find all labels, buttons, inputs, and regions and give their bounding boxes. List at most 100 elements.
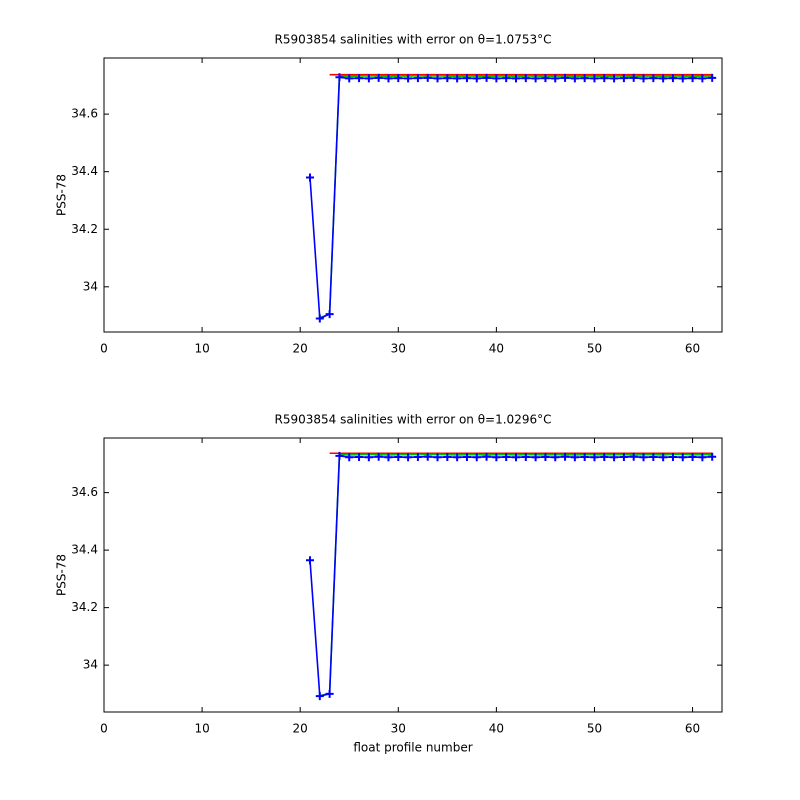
data-marker bbox=[413, 452, 422, 461]
data-marker bbox=[472, 74, 481, 83]
data-marker bbox=[708, 73, 717, 82]
y-tick-label: 34.2 bbox=[71, 600, 98, 614]
x-axis-label: float profile number bbox=[353, 741, 472, 755]
data-marker bbox=[619, 74, 628, 83]
y-tick-label: 34.2 bbox=[71, 222, 98, 236]
data-marker bbox=[708, 452, 717, 461]
data-marker bbox=[315, 692, 324, 701]
data-marker bbox=[394, 452, 403, 461]
data-marker bbox=[688, 452, 697, 461]
data-marker bbox=[502, 74, 511, 83]
chart-title: R5903854 salinities with error on θ=1.02… bbox=[275, 413, 552, 427]
x-tick-label: 30 bbox=[391, 342, 406, 356]
data-marker bbox=[521, 452, 530, 461]
data-marker bbox=[610, 74, 619, 83]
y-axis-label: PSS-78 bbox=[55, 174, 69, 216]
data-marker bbox=[413, 74, 422, 83]
y-tick-label: 34.4 bbox=[71, 164, 98, 178]
data-marker bbox=[570, 74, 579, 83]
data-marker bbox=[561, 73, 570, 82]
plot-frame bbox=[103, 57, 723, 333]
data-marker bbox=[492, 74, 501, 83]
x-tick-label: 30 bbox=[391, 722, 406, 736]
data-marker bbox=[541, 74, 550, 83]
data-marker bbox=[688, 74, 697, 83]
y-tick-label: 34 bbox=[83, 279, 98, 293]
data-marker bbox=[355, 452, 364, 461]
x-tick-label: 20 bbox=[293, 722, 308, 736]
x-tick-label: 50 bbox=[587, 342, 602, 356]
data-marker bbox=[345, 74, 354, 83]
data-marker bbox=[502, 452, 511, 461]
x-tick-label: 60 bbox=[685, 342, 700, 356]
data-marker bbox=[610, 453, 619, 462]
data-marker bbox=[668, 452, 677, 461]
x-tick-label: 40 bbox=[489, 722, 504, 736]
data-marker bbox=[541, 452, 550, 461]
x-tick-label: 10 bbox=[194, 722, 209, 736]
data-marker bbox=[433, 453, 442, 462]
data-marker bbox=[600, 452, 609, 461]
data-marker bbox=[561, 452, 570, 461]
data-marker bbox=[423, 452, 432, 461]
data-marker bbox=[659, 453, 668, 462]
x-tick-label: 0 bbox=[100, 722, 108, 736]
x-tick-label: 40 bbox=[489, 342, 504, 356]
data-marker bbox=[315, 314, 324, 323]
data-marker bbox=[580, 74, 589, 83]
data-marker bbox=[512, 74, 520, 83]
data-marker bbox=[482, 73, 491, 82]
x-tick-label: 10 bbox=[194, 342, 209, 356]
x-tick-label: 50 bbox=[587, 722, 602, 736]
data-marker bbox=[325, 310, 334, 319]
data-marker bbox=[364, 74, 373, 83]
data-marker bbox=[453, 74, 462, 83]
data-marker bbox=[698, 453, 707, 462]
data-marker bbox=[580, 452, 589, 461]
data-marker bbox=[482, 452, 491, 461]
chart-title: R5903854 salinities with error on θ=1.07… bbox=[275, 33, 552, 47]
data-marker bbox=[590, 74, 599, 83]
data-marker bbox=[453, 453, 462, 462]
data-marker bbox=[472, 453, 481, 462]
data-marker bbox=[678, 74, 687, 83]
data-marker bbox=[325, 689, 334, 698]
data-marker bbox=[394, 74, 403, 83]
data-marker bbox=[659, 74, 668, 83]
data-marker bbox=[404, 74, 413, 83]
data-marker bbox=[521, 74, 530, 83]
y-tick-label: 34 bbox=[83, 658, 98, 672]
data-marker bbox=[462, 452, 471, 461]
data-marker bbox=[639, 74, 648, 83]
data-marker bbox=[492, 453, 501, 462]
data-marker bbox=[306, 556, 314, 565]
data-marker bbox=[364, 453, 373, 462]
data-marker bbox=[306, 173, 314, 182]
data-marker bbox=[512, 453, 520, 462]
data-marker bbox=[698, 74, 707, 83]
x-tick-label: 60 bbox=[685, 722, 700, 736]
data-marker bbox=[462, 74, 471, 83]
x-tick-label: 0 bbox=[100, 342, 108, 356]
data-marker bbox=[374, 452, 383, 461]
data-marker bbox=[433, 74, 442, 83]
data-marker bbox=[678, 453, 687, 462]
data-marker bbox=[531, 74, 540, 83]
data-marker bbox=[335, 451, 344, 460]
data-marker bbox=[668, 74, 677, 83]
data-marker bbox=[649, 452, 658, 461]
data-marker bbox=[600, 74, 609, 83]
data-marker bbox=[404, 453, 413, 462]
y-tick-label: 34.4 bbox=[71, 543, 98, 557]
data-marker bbox=[619, 452, 628, 461]
plot-frame bbox=[103, 437, 723, 713]
data-marker bbox=[629, 452, 638, 461]
data-marker bbox=[384, 74, 393, 83]
data-marker bbox=[335, 73, 344, 82]
data-marker bbox=[374, 73, 383, 82]
data-marker bbox=[443, 74, 452, 83]
data-marker bbox=[649, 74, 658, 83]
data-marker bbox=[423, 73, 432, 82]
